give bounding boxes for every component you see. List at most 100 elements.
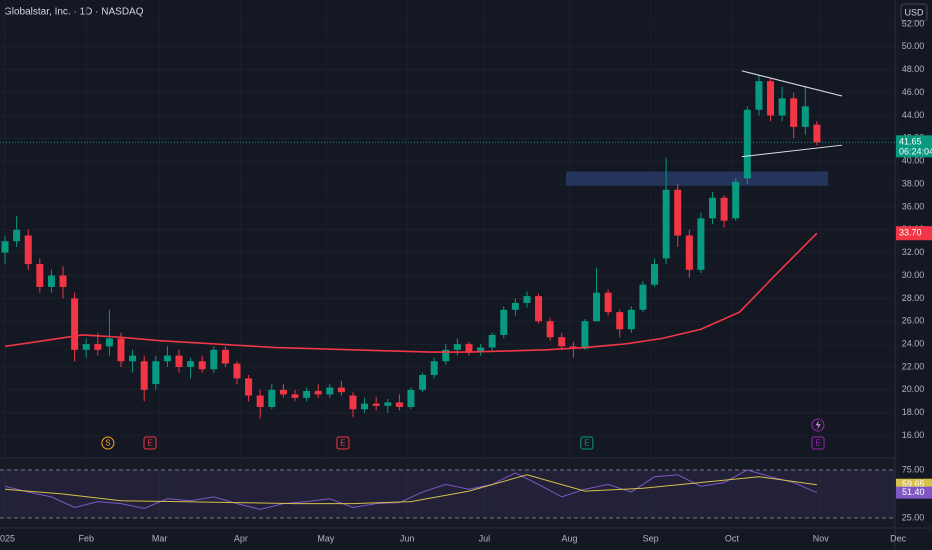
candle-body bbox=[616, 312, 624, 330]
zone bbox=[565, 171, 829, 186]
candle-body bbox=[117, 338, 125, 362]
currency-label[interactable]: USD bbox=[904, 7, 924, 17]
event-marker bbox=[101, 436, 115, 450]
rsi-tick-label: 25.00 bbox=[902, 512, 925, 522]
y-tick-label: 48.00 bbox=[902, 64, 925, 74]
y-tick-label: 44.00 bbox=[902, 110, 925, 120]
chart-title: Globalstar, Inc. · 1D · NASDAQ bbox=[4, 7, 144, 18]
rsi-tick-label: 75.00 bbox=[902, 464, 925, 474]
candle-body bbox=[604, 292, 612, 313]
x-tick-label: May bbox=[317, 533, 335, 543]
candle-body bbox=[361, 403, 369, 410]
price-tag-label: 33.70 bbox=[899, 228, 922, 238]
candle-body bbox=[465, 344, 473, 353]
candle-body bbox=[767, 81, 775, 116]
candle-body bbox=[36, 264, 44, 287]
candle-body bbox=[59, 275, 67, 287]
x-tick-label: Sep bbox=[643, 533, 659, 543]
candle-body bbox=[372, 403, 380, 406]
candle-body bbox=[221, 349, 229, 364]
candle-body bbox=[685, 235, 693, 270]
lightning-bolt bbox=[815, 420, 821, 430]
candle-body bbox=[442, 349, 450, 362]
candle-body bbox=[94, 344, 102, 350]
x-tick-label: Apr bbox=[234, 533, 248, 543]
candle-body bbox=[500, 309, 508, 335]
candle-body bbox=[801, 106, 809, 127]
candle-body bbox=[709, 197, 717, 219]
trendline bbox=[741, 144, 843, 158]
candle-body bbox=[790, 98, 798, 127]
price-tag bbox=[896, 135, 932, 158]
candle-body bbox=[651, 264, 659, 285]
candle-body bbox=[337, 387, 345, 393]
candle-body bbox=[198, 361, 206, 370]
candle-body bbox=[210, 349, 218, 370]
candle-body bbox=[105, 338, 113, 347]
candle-body bbox=[419, 374, 427, 390]
candle-body bbox=[627, 309, 635, 330]
candle-body bbox=[24, 235, 32, 265]
candle-body bbox=[511, 302, 519, 310]
rsi-tag-label: 51.40 bbox=[902, 487, 925, 497]
currency-button[interactable] bbox=[900, 3, 928, 22]
y-tick-label: 40.00 bbox=[902, 156, 925, 166]
candle-body bbox=[291, 394, 299, 398]
x-tick-label: Jul bbox=[479, 533, 491, 543]
candle-body bbox=[175, 355, 183, 367]
candle-body bbox=[395, 402, 403, 407]
candle-body bbox=[813, 124, 821, 143]
x-tick-label: Oct bbox=[725, 533, 740, 543]
y-tick-label: 26.00 bbox=[902, 316, 925, 326]
event-label: E bbox=[147, 439, 152, 448]
candle-body bbox=[326, 387, 334, 395]
candle-body bbox=[47, 275, 55, 287]
candle-body bbox=[674, 189, 682, 236]
x-tick-label: Nov bbox=[813, 533, 830, 543]
candle-body bbox=[71, 298, 79, 350]
y-tick-label: 28.00 bbox=[902, 293, 925, 303]
candle-body bbox=[581, 321, 589, 349]
candle-body bbox=[384, 402, 392, 406]
candle-body bbox=[477, 347, 485, 353]
candle-body bbox=[755, 81, 763, 110]
moving-average bbox=[4, 232, 818, 353]
x-tick-label: Jun bbox=[400, 533, 415, 543]
candle-body bbox=[279, 389, 287, 395]
y-tick-label: 32.00 bbox=[902, 247, 925, 257]
candle-body bbox=[140, 361, 148, 390]
candle-body bbox=[535, 296, 543, 322]
x-tick-label: Mar bbox=[152, 533, 168, 543]
candle-body bbox=[523, 296, 531, 303]
x-tick-label: Feb bbox=[78, 533, 94, 543]
x-tick-label: 2025 bbox=[0, 533, 15, 543]
candle-body bbox=[453, 344, 461, 350]
candle-body bbox=[245, 378, 253, 396]
rsi-line bbox=[4, 469, 818, 510]
candle-body bbox=[233, 363, 241, 379]
event-marker bbox=[811, 436, 825, 450]
candle-body bbox=[593, 292, 601, 322]
candle-body bbox=[697, 218, 705, 270]
candle-body bbox=[1, 241, 9, 253]
candle-body bbox=[430, 361, 438, 375]
y-tick-label: 20.00 bbox=[902, 384, 925, 394]
candle-body bbox=[720, 197, 728, 221]
candle-body bbox=[558, 337, 566, 347]
lightning-icon[interactable] bbox=[811, 418, 825, 432]
candle-body bbox=[152, 361, 160, 385]
x-tick-label: Dec bbox=[890, 533, 907, 543]
y-tick-label: 18.00 bbox=[902, 407, 925, 417]
y-tick-label: 16.00 bbox=[902, 430, 925, 440]
candle-body bbox=[82, 344, 90, 350]
event-marker bbox=[336, 436, 350, 450]
candle-body bbox=[129, 355, 137, 362]
candle-body bbox=[407, 389, 415, 407]
rsi-tag bbox=[896, 486, 932, 499]
price-tag-label: 41.65 bbox=[899, 137, 922, 147]
y-tick-label: 52.00 bbox=[902, 18, 925, 28]
trendline bbox=[741, 70, 843, 97]
candle-body bbox=[662, 189, 670, 259]
y-tick-label: 30.00 bbox=[902, 270, 925, 280]
